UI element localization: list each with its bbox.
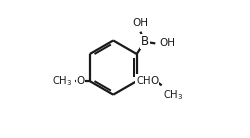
Text: CH$_3$: CH$_3$ [52,74,72,88]
Text: B: B [140,35,149,48]
Text: OH: OH [132,18,148,28]
Text: O: O [77,76,85,86]
Text: CH$_2$: CH$_2$ [136,74,156,88]
Text: CH$_3$: CH$_3$ [163,89,184,102]
Text: O: O [151,76,159,86]
Text: OH: OH [160,38,176,48]
